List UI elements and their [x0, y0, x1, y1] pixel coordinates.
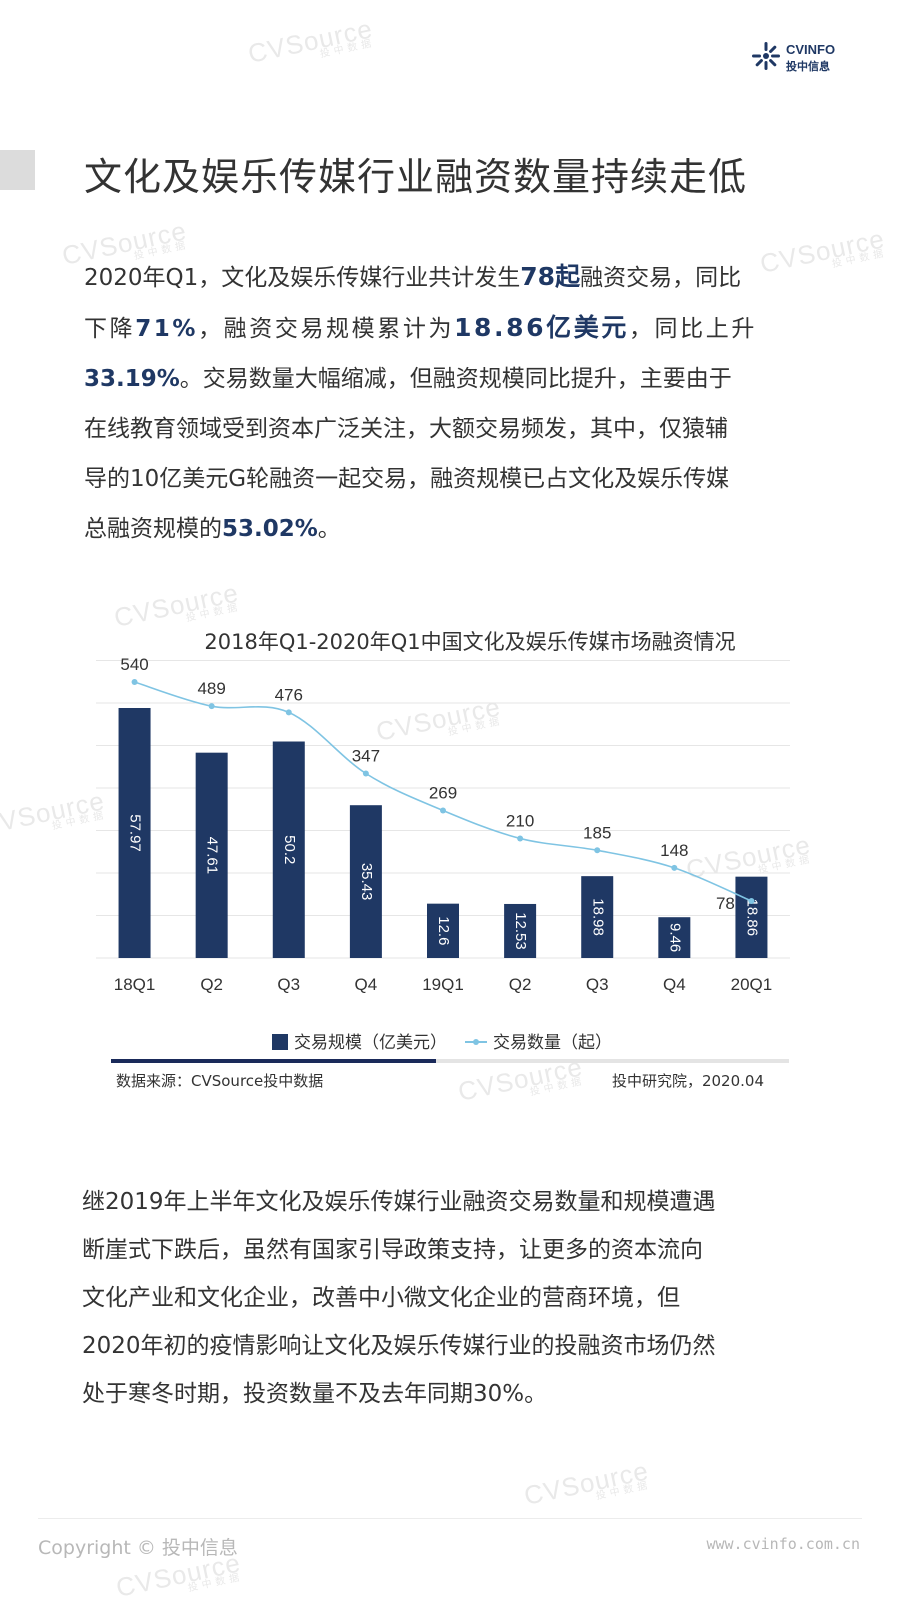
legend-bar-swatch [272, 1034, 288, 1050]
page-title: 文化及娱乐传媒行业融资数量持续走低 [84, 155, 748, 199]
bar-value-label: 9.46 [666, 923, 683, 952]
line-point [131, 679, 138, 685]
data-source: 数据来源：CVSource投中数据 [116, 1072, 324, 1090]
x-tick-label: Q4 [355, 975, 378, 994]
logo-subtext: 投中信息 [786, 60, 830, 73]
x-tick-label: 20Q1 [731, 975, 773, 994]
x-tick-label: 19Q1 [422, 975, 464, 994]
paragraph-line: 下降71%，融资交易规模累计为18.86亿美元，同比上升 [84, 313, 757, 342]
line-value-label: 148 [660, 841, 688, 860]
line-value-label: 347 [352, 746, 380, 765]
line-value-label: 540 [120, 655, 148, 674]
x-tick-label: Q2 [200, 975, 223, 994]
paragraph-line: 导的10亿美元G轮融资一起交易，融资规模已占文化及娱乐传媒 [84, 466, 730, 492]
share-percent: 53.02% [222, 516, 318, 542]
bar-value-label: 47.61 [204, 837, 221, 875]
logo-text: CVINFO [786, 42, 836, 57]
x-tick-label: Q2 [509, 975, 532, 994]
line-point [517, 835, 524, 842]
chart-legend: 交易规模（亿美元） 交易数量（起） [272, 1028, 612, 1053]
bar-value-label: 12.53 [512, 912, 529, 950]
paragraph-line: 处于寒冬时期，投资数量不及去年同期30%。 [82, 1381, 548, 1407]
bar [581, 876, 614, 958]
progress-bar [111, 1059, 789, 1063]
bar [195, 752, 228, 958]
line-point [208, 703, 215, 710]
cvinfo-logo: CVINFO 投中信息 [750, 38, 850, 78]
legend-line-swatch [465, 1039, 487, 1045]
line-value-label: 489 [197, 679, 225, 698]
count-line [134, 681, 752, 902]
bar-value-label: 35.43 [358, 863, 375, 901]
x-tick-label: Q3 [586, 975, 609, 994]
bar-value-label: 18.86 [743, 899, 760, 937]
intro-paragraph: 2020年Q1，文化及娱乐传媒行业共计发生78起融资交易，同比 下降71%，融资… [84, 252, 844, 554]
line-value-label: 269 [429, 783, 457, 802]
website-link[interactable]: www.cvinfo.com.cn [706, 1535, 860, 1553]
line-value-label: 476 [275, 685, 303, 704]
decline-rate: 71% [135, 316, 199, 342]
paragraph-line: 2020年初的疫情影响让文化及娱乐传媒行业的投融资市场仍然 [82, 1333, 716, 1359]
paragraph-line: 在线教育领域受到资本广泛关注，大额交易频发，其中，仅猿辅 [84, 416, 728, 442]
paragraph-line: 33.19%。交易数量大幅缩减，但融资规模同比提升，主要由于 [84, 366, 732, 392]
line-value-label: 210 [506, 811, 534, 830]
section-marker [0, 150, 35, 190]
deal-amount: 18.86亿美元 [454, 313, 629, 342]
bar [118, 708, 151, 958]
line-point [440, 807, 446, 814]
copyright: Copyright © 投中信息 [38, 1537, 238, 1559]
paragraph-line: 总融资规模的53.02%。 [84, 516, 341, 542]
x-tick-label: Q3 [277, 975, 300, 994]
bar-value-label: 12.6 [435, 916, 452, 945]
x-tick-label: 18Q1 [114, 975, 156, 994]
chart-plot: 57.97 18Q1 47.61 Q2 50.2 Q3 35.43 Q4 12.6 19Q1 12.… [96, 655, 790, 994]
bar-value-label: 57.97 [127, 814, 144, 852]
bar [735, 876, 768, 958]
line-point [285, 709, 292, 716]
legend-line-label: 交易数量（起） [493, 1033, 612, 1053]
bar [504, 903, 537, 958]
paragraph-line: 继2019年上半年文化及娱乐传媒行业融资交易数量和规模遭遇 [82, 1189, 716, 1215]
financing-chart: 2018年Q1-2020年Q1中国文化及娱乐传媒市场融资情况 57.97 18Q1… [90, 610, 810, 1090]
line-point [671, 864, 678, 871]
bar [349, 805, 382, 958]
chart-title: 2018年Q1-2020年Q1中国文化及娱乐传媒市场融资情况 [204, 630, 736, 654]
line-value-label: 78 [716, 894, 735, 913]
bar [272, 741, 305, 958]
paragraph-line: 文化产业和文化企业，改善中小微文化企业的营商环境，但 [82, 1285, 680, 1311]
line-point [748, 898, 755, 905]
bar-value-label: 18.98 [589, 898, 606, 936]
analysis-paragraph: 继2019年上半年文化及娱乐传媒行业融资交易数量和规模遭遇 断崖式下跌后，虽然有… [82, 1178, 822, 1418]
progress-fill [111, 1059, 437, 1063]
growth-rate: 33.19% [84, 366, 180, 392]
bar [427, 903, 459, 958]
logo-icon [752, 42, 780, 70]
line-point [362, 770, 369, 777]
line-point [594, 847, 601, 854]
paragraph-line: 2020年Q1，文化及娱乐传媒行业共计发生78起融资交易，同比 [84, 262, 742, 291]
bar-value-label: 50.2 [281, 835, 298, 864]
footer-divider [38, 1518, 862, 1519]
deal-count: 78起 [520, 262, 581, 291]
watermark: CVSource 投中数据 [245, 13, 377, 69]
line-value-label: 185 [583, 823, 611, 842]
legend-bar-label: 交易规模（亿美元） [294, 1033, 447, 1053]
x-tick-label: Q4 [663, 975, 686, 994]
paragraph-line: 断崖式下跌后，虽然有国家引导政策支持，让更多的资本流向 [82, 1237, 703, 1263]
watermark: CVSource 投中数据 [521, 1455, 653, 1511]
research-credit: 投中研究院，2020.04 [611, 1072, 764, 1090]
bar [658, 917, 691, 958]
